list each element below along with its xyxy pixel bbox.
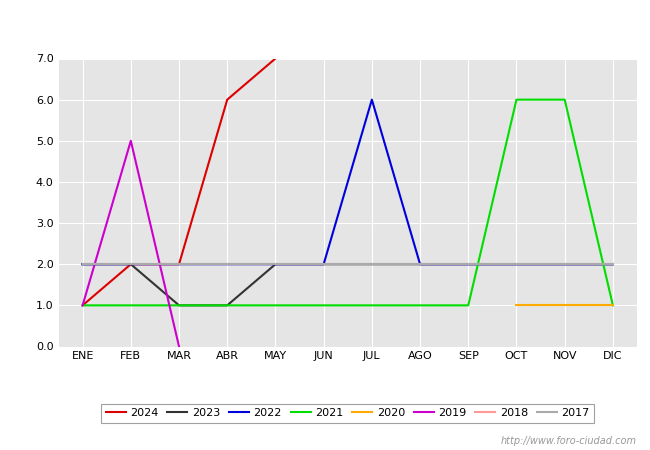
Text: Afiliados en Yémeda a 31/5/2024: Afiliados en Yémeda a 31/5/2024 [177,14,473,32]
Text: http://www.foro-ciudad.com: http://www.foro-ciudad.com [501,436,637,446]
Legend: 2024, 2023, 2022, 2021, 2020, 2019, 2018, 2017: 2024, 2023, 2022, 2021, 2020, 2019, 2018… [101,404,594,423]
